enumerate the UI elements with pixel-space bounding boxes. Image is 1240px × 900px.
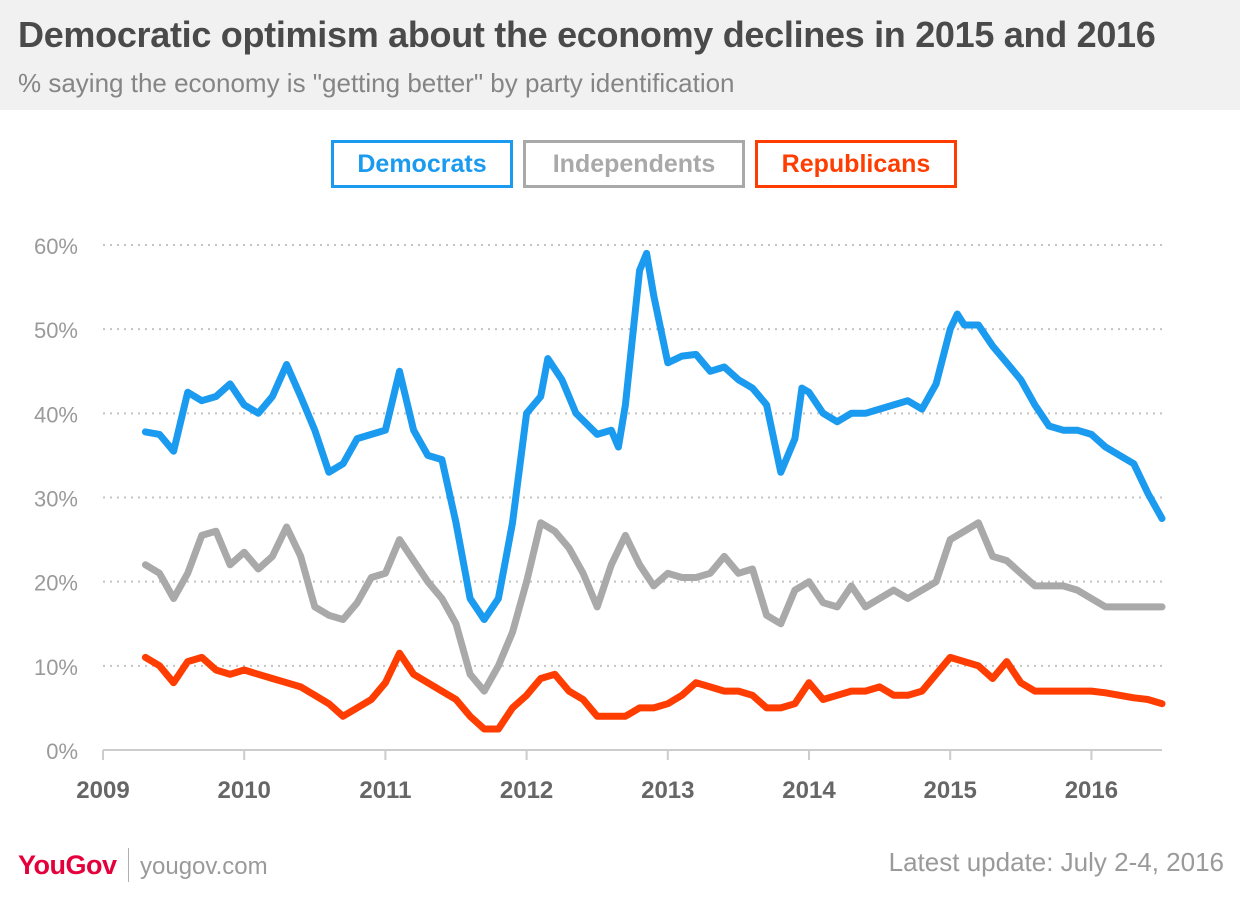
y-tick-label: 20% [34,571,78,596]
y-tick-label: 10% [34,655,78,680]
legend-democrats[interactable]: Democrats [331,140,513,188]
legend-independents[interactable]: Independents [523,140,745,188]
header: Democratic optimism about the economy de… [0,0,1240,110]
x-tick-label: 2016 [1065,777,1118,804]
x-tick-label: 2012 [500,777,553,804]
y-tick-label: 0% [46,739,78,764]
series-line-independents [141,519,1166,695]
legend: Democrats Independents Republicans [0,140,1240,194]
latest-update: Latest update: July 2-4, 2016 [888,847,1224,877]
line-chart: 0% 10% 20% 30% 40% 50% 60% 2009 2010 2011 2012 2013… [34,234,1166,804]
legend-republicans[interactable]: Republicans [755,140,957,188]
series-line-democrats [141,249,1166,623]
x-tick-label: 2009 [76,777,129,804]
x-tick-label: 2010 [218,777,271,804]
x-tick-label: 2015 [924,777,977,804]
x-tick-label: 2013 [641,777,694,804]
y-tick-label: 30% [34,487,78,512]
y-tick-label: 60% [34,234,78,259]
yougov-logo: YouGov [18,850,117,880]
series-line-republicans [141,649,1166,733]
chart-subtitle: % saying the economy is "getting better"… [18,68,735,98]
footer-divider [128,848,129,882]
y-tick-label: 40% [34,402,78,427]
x-tick-label: 2014 [782,777,836,804]
y-tick-label: 50% [34,318,78,343]
chart-title: Democratic optimism about the economy de… [18,14,1156,55]
x-tick-label: 2011 [359,777,411,804]
footer-site-link[interactable]: yougov.com [140,853,268,880]
